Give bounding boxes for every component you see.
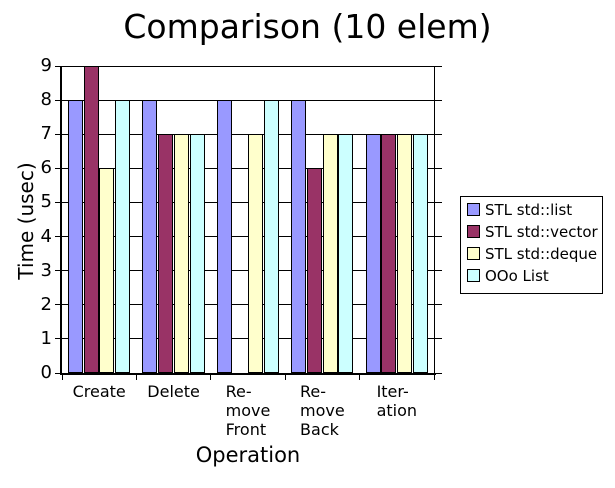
bar-create-stl-std-list — [68, 100, 83, 373]
y-tick-label-1: 1 — [40, 327, 52, 349]
gridline-7 — [62, 133, 434, 135]
y-tick-label-0: 0 — [40, 362, 52, 383]
y-tick-left-3 — [55, 270, 62, 272]
y-tick-left-9 — [55, 65, 62, 67]
gridline-3 — [62, 270, 434, 272]
legend-label-ooo-list: OOo List — [485, 266, 549, 285]
y-tick-left-8 — [55, 99, 62, 101]
bar-re-move-back-stl-std-list — [291, 100, 307, 373]
x-axis-title: Operation — [195, 443, 301, 467]
y-tick-label-9: 9 — [40, 55, 52, 76]
legend-swatch-stl-std-deque — [467, 247, 480, 260]
bar-create-stl-std-vector — [83, 66, 99, 373]
gridline-6 — [62, 167, 434, 169]
bar-delete-stl-std-vector — [158, 134, 174, 373]
gridline-8 — [62, 99, 434, 101]
bar-re-move-back-stl-std-vector — [306, 168, 322, 373]
bar-create-ooo-list — [115, 100, 131, 373]
x-tick-5 — [433, 373, 435, 380]
x-category-label-re-move-front: Re- move Front — [211, 382, 285, 439]
y-tick-right-1 — [434, 338, 442, 340]
x-axis-line — [60, 373, 436, 375]
legend-item-stl-std-deque: STL std::deque — [461, 244, 602, 263]
x-tick-0 — [61, 373, 63, 380]
y-tick-right-4 — [434, 236, 442, 238]
y-tick-right-9 — [434, 65, 442, 67]
x-tick-2 — [210, 373, 212, 380]
y-tick-right-7 — [434, 133, 442, 135]
x-category-label-text: Re- move Back — [300, 382, 345, 439]
y-tick-label-4: 4 — [40, 225, 52, 247]
y-tick-label-6: 6 — [40, 157, 52, 179]
y-tick-left-0 — [55, 372, 62, 374]
plot-right-border — [434, 66, 435, 373]
x-tick-1 — [135, 373, 137, 380]
y-tick-right-8 — [434, 99, 442, 101]
y-tick-left-1 — [55, 338, 62, 340]
x-category-label-delete: Delete — [136, 382, 210, 401]
bar-re-move-front-stl-std-deque — [248, 134, 264, 373]
y-tick-right-2 — [434, 304, 442, 306]
legend-item-stl-std-vector: STL std::vector — [461, 222, 602, 241]
bar-re-move-back-stl-std-deque — [322, 134, 338, 373]
y-tick-right-5 — [434, 201, 442, 203]
gridline-2 — [62, 304, 434, 306]
y-tick-label-8: 8 — [40, 89, 52, 111]
bar-re-move-back-ooo-list — [338, 134, 354, 373]
x-tick-4 — [359, 373, 361, 380]
gridline-9 — [62, 65, 434, 67]
bar-iter-ation-ooo-list — [412, 134, 428, 373]
y-tick-right-3 — [434, 270, 442, 272]
bar-iter-ation-stl-std-list — [365, 134, 381, 373]
gridline-5 — [62, 201, 434, 203]
y-tick-label-3: 3 — [40, 259, 52, 281]
legend-item-stl-std-list: STL std::list — [461, 200, 602, 219]
legend-swatch-stl-std-list — [467, 203, 480, 216]
x-category-label-create: Create — [62, 382, 136, 401]
legend-item-ooo-list: OOo List — [461, 266, 602, 285]
legend-swatch-stl-std-vector — [467, 225, 480, 238]
legend-swatch-ooo-list — [467, 269, 480, 282]
y-axis-line — [60, 66, 62, 375]
bar-create-stl-std-deque — [99, 168, 115, 373]
y-tick-label-5: 5 — [40, 191, 52, 213]
x-category-label-re-move-back: Re- move Back — [285, 382, 359, 439]
x-category-label-iter-ation: Iter- ation — [360, 382, 434, 420]
bar-iter-ation-stl-std-deque — [397, 134, 412, 373]
y-tick-left-7 — [55, 133, 62, 135]
y-tick-left-5 — [55, 201, 62, 203]
y-tick-label-7: 7 — [40, 123, 52, 145]
y-tick-right-6 — [434, 167, 442, 169]
x-category-label-text: Iter- ation — [376, 382, 418, 420]
gridline-4 — [62, 236, 434, 238]
x-category-label-text: Create — [72, 382, 126, 401]
bar-iter-ation-stl-std-vector — [381, 134, 397, 373]
chart-title: Comparison (10 elem) — [123, 7, 492, 46]
x-category-label-text: Re- move Front — [225, 382, 271, 439]
y-tick-label-2: 2 — [40, 293, 52, 315]
legend-label-stl-std-vector: STL std::vector — [485, 222, 598, 241]
bar-delete-stl-std-list — [142, 100, 158, 373]
y-tick-left-2 — [55, 304, 62, 306]
bar-re-move-front-ooo-list — [263, 100, 279, 373]
bar-delete-stl-std-deque — [173, 134, 189, 373]
bar-re-move-front-stl-std-list — [216, 100, 232, 373]
x-tick-3 — [284, 373, 286, 380]
y-tick-right-0 — [434, 372, 442, 374]
bar-delete-ooo-list — [189, 134, 205, 373]
gridline-1 — [62, 338, 434, 340]
legend-label-stl-std-deque: STL std::deque — [485, 244, 598, 263]
legend-label-stl-std-list: STL std::list — [485, 200, 573, 219]
y-tick-left-6 — [55, 167, 62, 169]
y-tick-left-4 — [55, 236, 62, 238]
x-category-label-text: Delete — [147, 382, 200, 401]
